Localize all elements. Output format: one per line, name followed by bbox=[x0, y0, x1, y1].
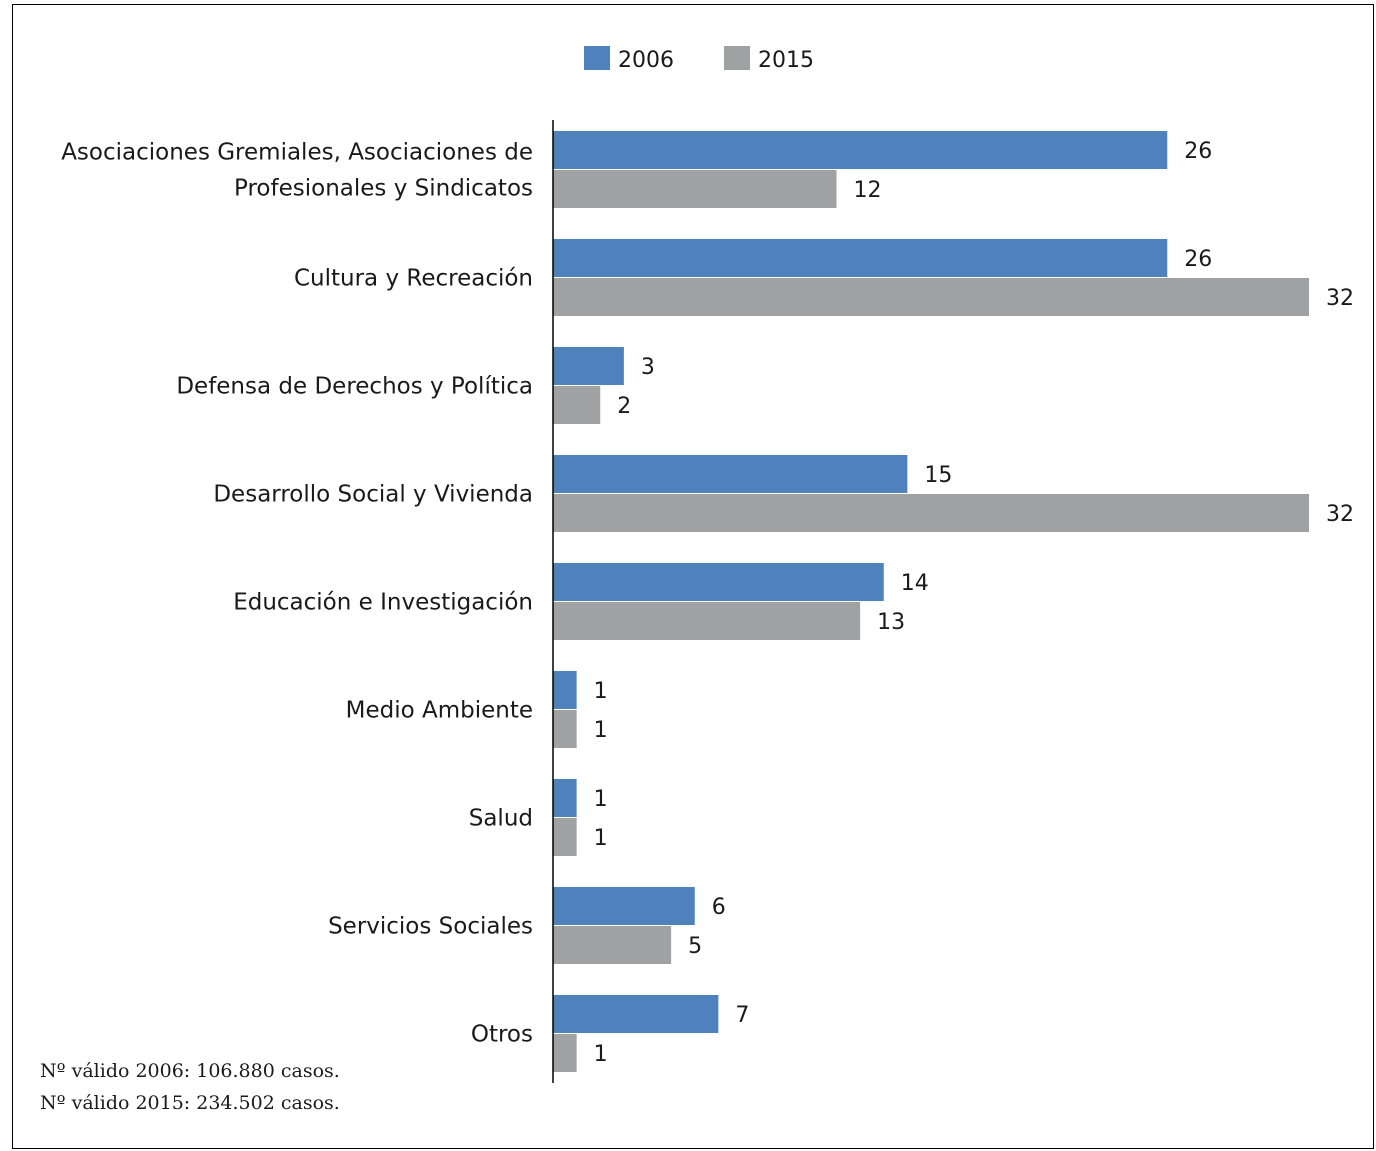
bar-2006-5 bbox=[553, 563, 884, 601]
category-label-3: Defensa de Derechos y Política bbox=[176, 374, 533, 400]
bar-2006-2 bbox=[553, 239, 1168, 277]
value-label-2015-3: 2 bbox=[617, 394, 631, 419]
category-label-7: Salud bbox=[469, 806, 533, 832]
value-label-2015-1: 12 bbox=[854, 178, 882, 203]
value-label-2015-7: 1 bbox=[594, 826, 608, 851]
value-label-2006-7: 1 bbox=[594, 787, 608, 812]
legend-swatch-2006 bbox=[584, 46, 610, 70]
legend-label-2006: 2006 bbox=[618, 48, 674, 73]
note-valid-2015: Nº válido 2015: 234.502 casos. bbox=[40, 1092, 340, 1114]
bar-2006-4 bbox=[553, 455, 908, 493]
value-label-2015-9: 1 bbox=[594, 1042, 608, 1067]
value-label-2006-6: 1 bbox=[594, 679, 608, 704]
bar-2015-3 bbox=[553, 386, 601, 424]
bar-2006-8 bbox=[553, 887, 695, 925]
value-label-2015-6: 1 bbox=[594, 718, 608, 743]
category-label-2: Cultura y Recreación bbox=[294, 266, 533, 292]
legend-swatch-2015 bbox=[724, 46, 750, 70]
bar-2015-8 bbox=[553, 926, 672, 964]
value-label-2006-5: 14 bbox=[901, 571, 929, 596]
bar-2015-7 bbox=[553, 818, 577, 856]
value-label-2006-9: 7 bbox=[735, 1003, 749, 1028]
bar-2015-2 bbox=[553, 278, 1309, 316]
category-label-6: Medio Ambiente bbox=[346, 698, 533, 724]
value-label-2006-8: 6 bbox=[712, 895, 726, 920]
value-label-2015-5: 13 bbox=[877, 610, 905, 635]
bar-2006-7 bbox=[553, 779, 577, 817]
bar-2006-9 bbox=[553, 995, 719, 1033]
bar-2006-6 bbox=[553, 671, 577, 709]
bar-2015-1 bbox=[553, 170, 837, 208]
note-valid-2006: Nº válido 2006: 106.880 casos. bbox=[40, 1060, 340, 1082]
category-label-1: Asociaciones Gremiales, Asociaciones de P… bbox=[61, 140, 533, 202]
bar-2015-5 bbox=[553, 602, 861, 640]
value-label-2006-3: 3 bbox=[641, 355, 655, 380]
bar-2015-6 bbox=[553, 710, 577, 748]
category-label-9: Otros bbox=[471, 1022, 533, 1048]
legend-label-2015: 2015 bbox=[758, 48, 814, 73]
bar-2015-9 bbox=[553, 1034, 577, 1072]
category-label-5: Educación e Investigación bbox=[233, 590, 533, 616]
bar-2015-4 bbox=[553, 494, 1309, 532]
value-label-2015-2: 32 bbox=[1326, 286, 1354, 311]
value-label-2015-4: 32 bbox=[1326, 502, 1354, 527]
value-label-2006-2: 26 bbox=[1184, 247, 1212, 272]
value-label-2006-1: 26 bbox=[1184, 139, 1212, 164]
bar-2006-3 bbox=[553, 347, 624, 385]
category-label-4: Desarrollo Social y Vivienda bbox=[213, 482, 533, 508]
category-label-8: Servicios Sociales bbox=[328, 914, 533, 940]
bar-2006-1 bbox=[553, 131, 1168, 169]
value-label-2006-4: 15 bbox=[924, 463, 952, 488]
value-label-2015-8: 5 bbox=[688, 934, 702, 959]
